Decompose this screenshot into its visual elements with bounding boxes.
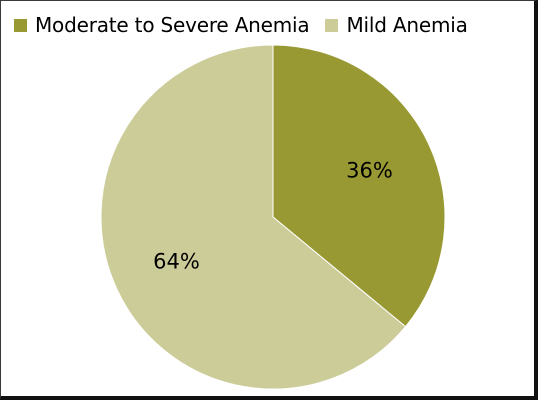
legend-label-mild: Mild Anemia	[346, 13, 468, 37]
legend-item-mild: Mild Anemia	[325, 13, 468, 37]
legend-label-moderate-severe: Moderate to Severe Anemia	[35, 13, 310, 37]
legend-swatch-mild	[325, 18, 339, 32]
pie-slice-moderate-severe	[272, 44, 446, 328]
data-label-moderate-severe: 36%	[346, 159, 393, 183]
legend-item-moderate-severe: Moderate to Severe Anemia	[14, 13, 310, 37]
pie-slice-mild	[100, 44, 407, 390]
data-label-mild: 64%	[153, 249, 200, 273]
legend-swatch-moderate-severe	[14, 18, 27, 32]
legend: Moderate to Severe Anemia Mild Anemia	[14, 10, 484, 40]
